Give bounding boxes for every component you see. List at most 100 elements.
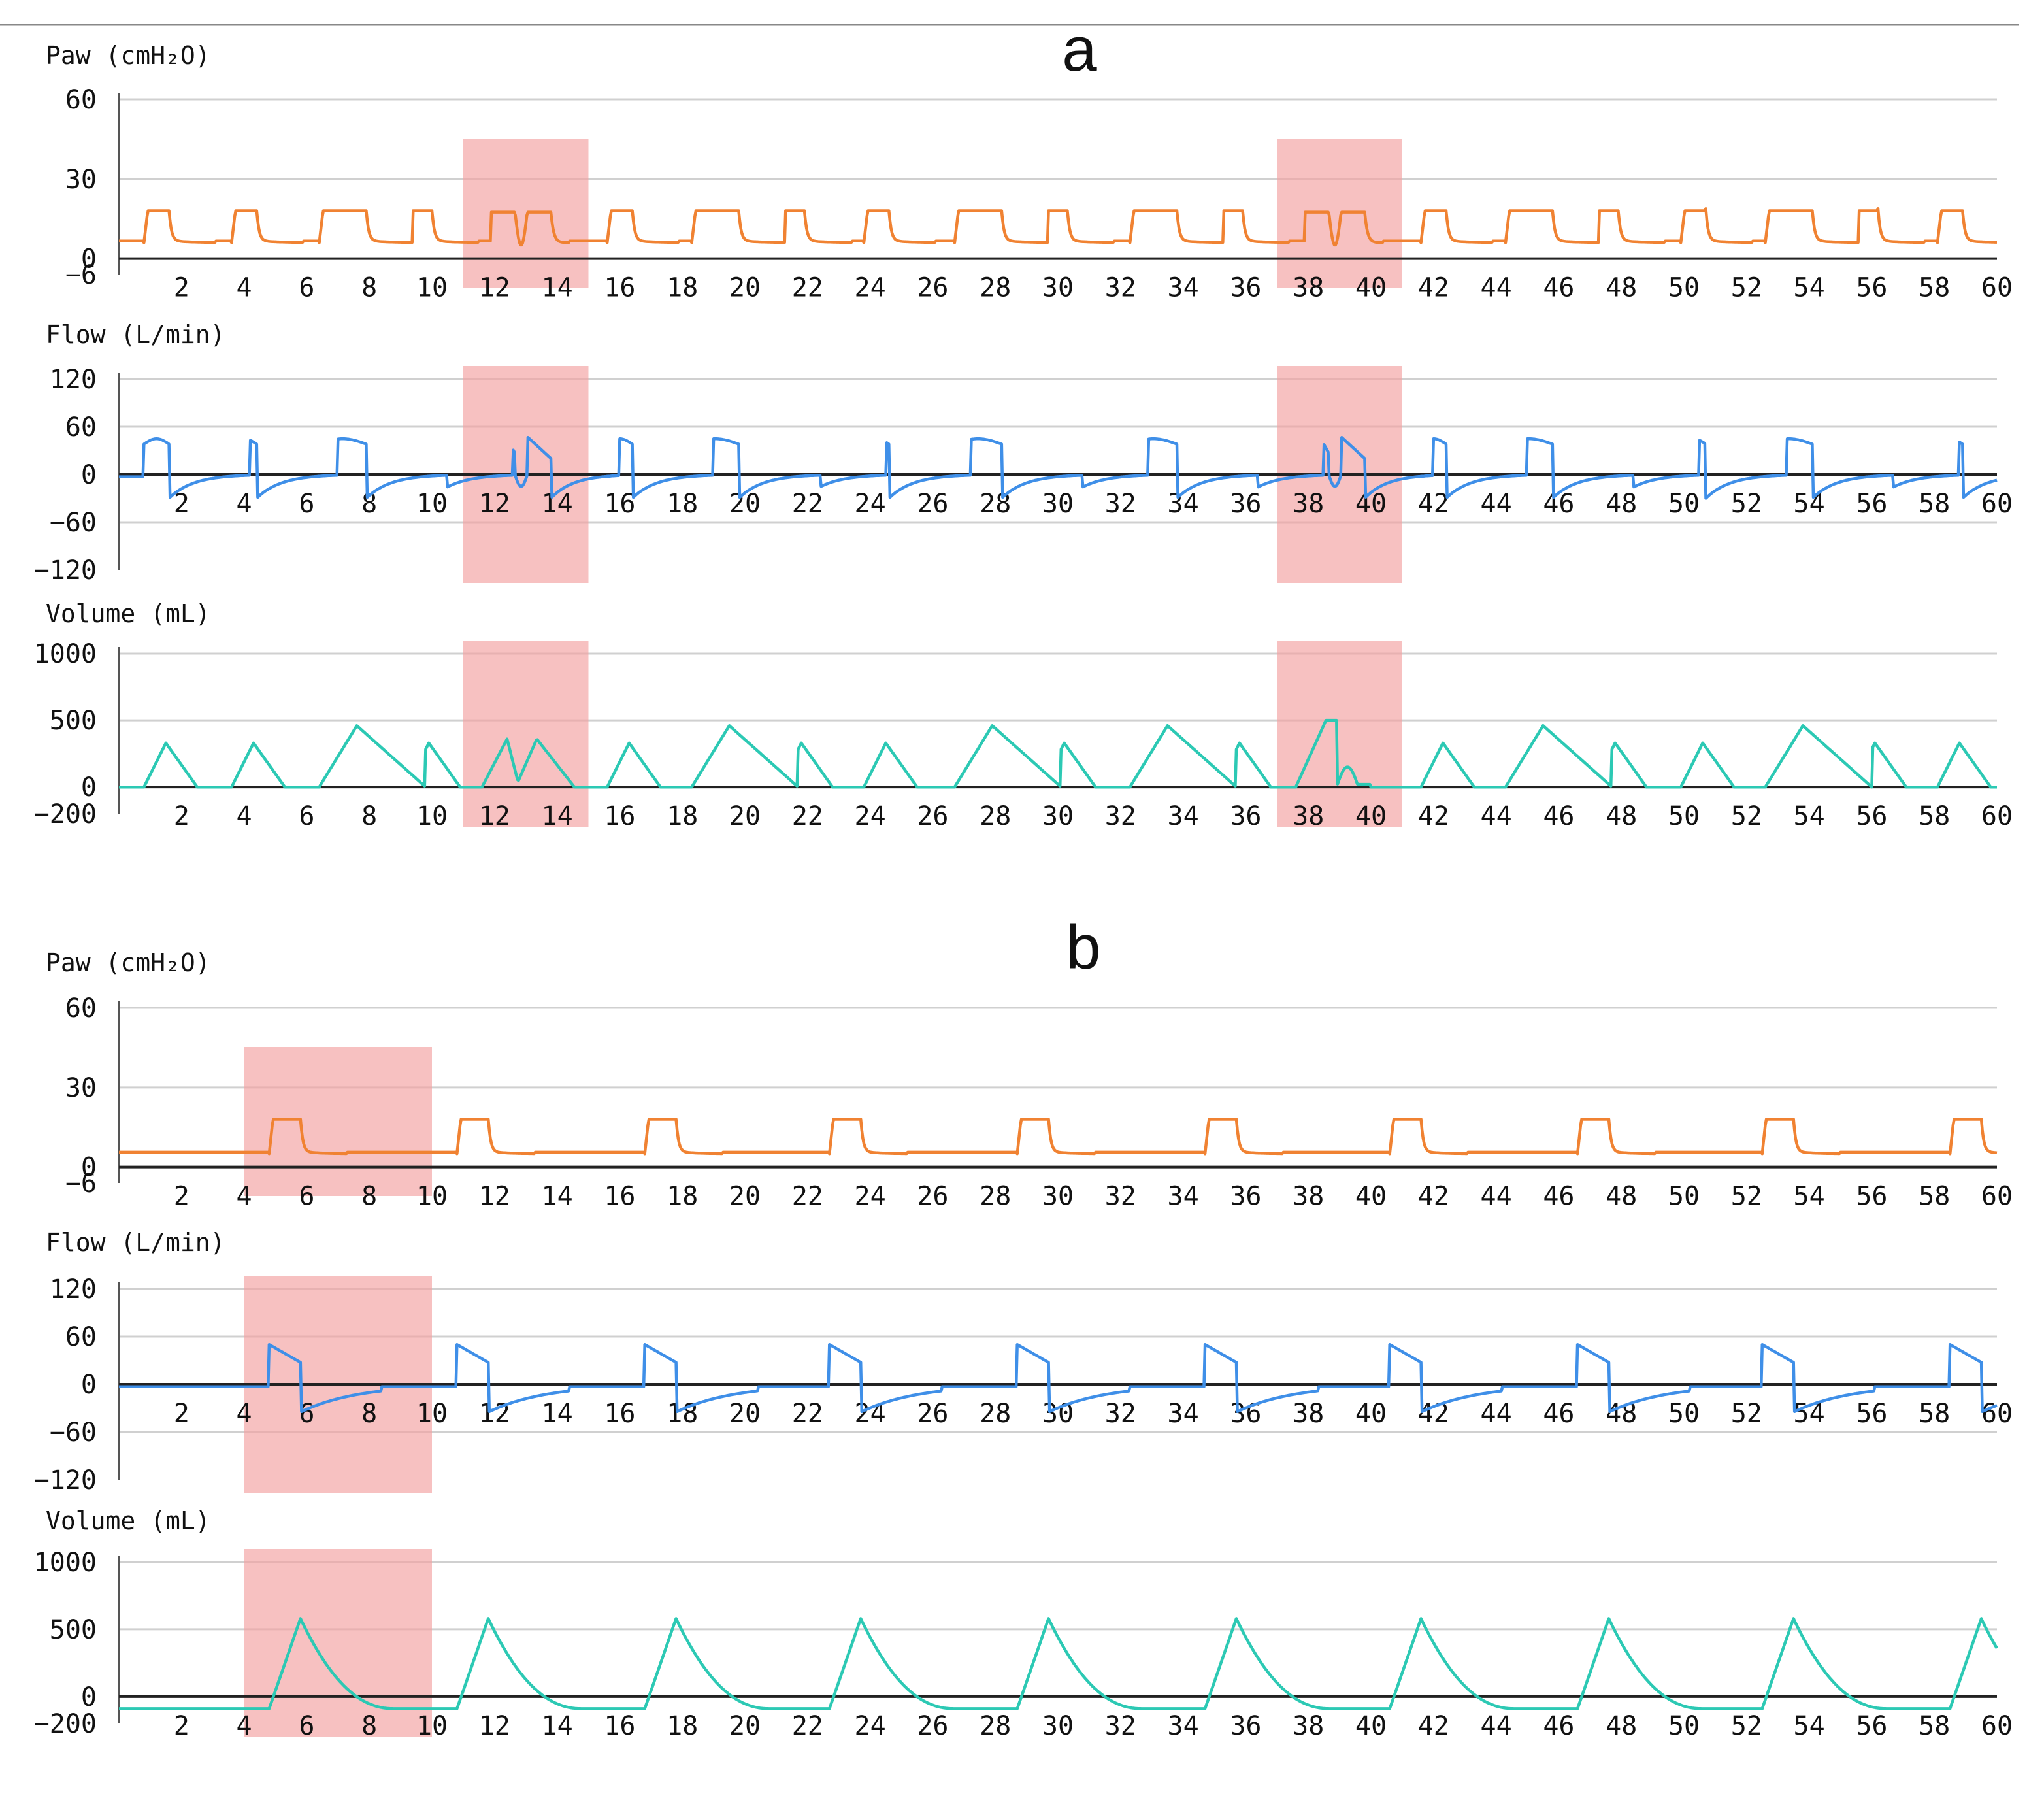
- x-tick-label: 16: [604, 801, 635, 831]
- x-tick-label: 46: [1543, 273, 1574, 303]
- x-tick-label: 56: [1856, 273, 1887, 303]
- x-tick-label: 4: [237, 273, 252, 303]
- x-tick-label: 50: [1668, 1182, 1700, 1212]
- x-tick-label: 2: [174, 1399, 190, 1429]
- y-tick-label: −200: [34, 799, 97, 829]
- highlight-window: [244, 1047, 432, 1196]
- x-tick-label: 40: [1355, 1711, 1387, 1741]
- y-tick-label: 1000: [34, 639, 97, 669]
- x-tick-label: 32: [1105, 489, 1136, 519]
- x-tick-label: 60: [1981, 489, 2013, 519]
- x-tick-label: 54: [1794, 1399, 1825, 1429]
- y-tick-label: 30: [65, 1073, 97, 1103]
- x-tick-label: 26: [917, 1182, 948, 1212]
- x-tick-label: 32: [1105, 1711, 1136, 1741]
- x-tick-label: 22: [792, 801, 823, 831]
- x-tick-label: 14: [542, 273, 573, 303]
- x-tick-label: 26: [917, 273, 948, 303]
- chart-b-1: Flow (L/min) 120 60 0 −60 −120 2 4 6 8 10 12 14 16 18 2…: [34, 1228, 2013, 1495]
- chart-title: Volume (mL): [46, 1507, 210, 1535]
- x-tick-label: 56: [1856, 489, 1887, 519]
- y-tick-label: 1000: [34, 1548, 97, 1578]
- x-tick-label: 8: [361, 273, 377, 303]
- x-tick-label: 12: [479, 1711, 510, 1741]
- y-tick-label: −60: [50, 1418, 97, 1448]
- x-tick-label: 40: [1355, 801, 1387, 831]
- x-tick-label: 32: [1105, 801, 1136, 831]
- x-tick-label: 38: [1293, 273, 1324, 303]
- x-tick-label: 26: [917, 489, 948, 519]
- x-tick-label: 18: [667, 1711, 698, 1741]
- y-tick-label: 0: [81, 1153, 97, 1183]
- series-line-volume: [118, 718, 1998, 789]
- x-tick-label: 50: [1668, 1711, 1700, 1741]
- x-tick-label: 4: [237, 801, 252, 831]
- x-tick-label: 20: [729, 1711, 761, 1741]
- x-tick-label: 6: [299, 1182, 314, 1212]
- x-tick-label: 14: [542, 1399, 573, 1429]
- x-tick-label: 26: [917, 801, 948, 831]
- x-tick-label: 32: [1105, 1399, 1136, 1429]
- x-tick-label: 12: [479, 489, 510, 519]
- x-tick-label: 8: [361, 489, 377, 519]
- highlight-window: [1277, 139, 1402, 288]
- y-tick-label: 0: [81, 773, 97, 803]
- x-tick-label: 38: [1293, 1711, 1324, 1741]
- x-tick-label: 36: [1230, 489, 1261, 519]
- x-tick-label: 42: [1418, 273, 1449, 303]
- x-tick-label: 48: [1606, 801, 1637, 831]
- x-tick-label: 56: [1856, 801, 1887, 831]
- x-tick-label: 28: [980, 1399, 1011, 1429]
- x-tick-label: 24: [855, 489, 886, 519]
- x-tick-label: 16: [604, 273, 635, 303]
- series-line-flow: [118, 1342, 1998, 1414]
- x-tick-label: 34: [1168, 1399, 1199, 1429]
- x-tick-label: 54: [1794, 1711, 1825, 1741]
- x-tick-label: 18: [667, 801, 698, 831]
- x-tick-label: 60: [1981, 1711, 2013, 1741]
- x-tick-label: 24: [855, 801, 886, 831]
- x-tick-label: 18: [667, 1182, 698, 1212]
- y-tick-label: 500: [50, 706, 97, 736]
- x-tick-label: 56: [1856, 1711, 1887, 1741]
- series-line-paw: [118, 1118, 1998, 1156]
- y-tick-label: 60: [65, 993, 97, 1024]
- y-tick-label: 60: [65, 1322, 97, 1352]
- chart-title: Flow (L/min): [46, 1228, 225, 1257]
- x-tick-label: 38: [1293, 489, 1324, 519]
- highlight-window: [244, 1549, 432, 1737]
- x-tick-label: 30: [1042, 1182, 1074, 1212]
- x-tick-label: 44: [1481, 1711, 1512, 1741]
- x-tick-label: 38: [1293, 1182, 1324, 1212]
- series-line-volume: [118, 1617, 1998, 1710]
- x-tick-label: 10: [416, 1182, 448, 1212]
- x-tick-label: 26: [917, 1711, 948, 1741]
- x-tick-label: 34: [1168, 1711, 1199, 1741]
- x-tick-label: 50: [1668, 1399, 1700, 1429]
- x-tick-label: 30: [1042, 1711, 1074, 1741]
- highlight-window: [1277, 641, 1402, 827]
- x-tick-label: 12: [479, 801, 510, 831]
- x-tick-label: 36: [1230, 801, 1261, 831]
- x-tick-label: 14: [542, 1711, 573, 1741]
- chart-title: Volume (mL): [46, 599, 210, 628]
- x-tick-label: 4: [237, 489, 252, 519]
- x-tick-label: 34: [1168, 801, 1199, 831]
- x-tick-label: 20: [729, 273, 761, 303]
- x-tick-label: 18: [667, 273, 698, 303]
- x-tick-label: 32: [1105, 1182, 1136, 1212]
- x-tick-label: 26: [917, 1399, 948, 1429]
- x-tick-label: 8: [361, 1399, 377, 1429]
- x-tick-label: 2: [174, 273, 190, 303]
- panel-letter-a: a: [1062, 14, 1097, 84]
- x-tick-label: 40: [1355, 1182, 1387, 1212]
- x-tick-label: 34: [1168, 1182, 1199, 1212]
- chart-title: Paw (cmH₂O): [46, 948, 210, 977]
- x-tick-label: 14: [542, 1182, 573, 1212]
- x-tick-label: 6: [299, 1711, 314, 1741]
- y-tick-label: 30: [65, 165, 97, 195]
